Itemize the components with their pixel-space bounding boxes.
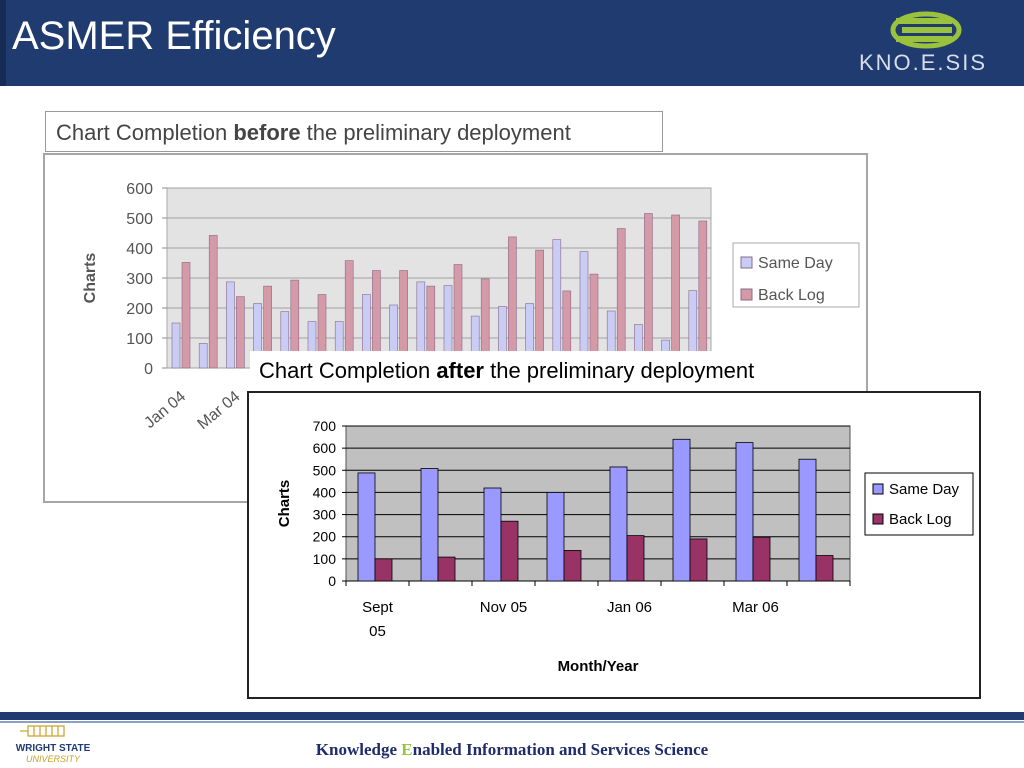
x-tick-label: 05 <box>369 623 386 640</box>
logo-text: KNO.E.SIS <box>859 50 987 75</box>
bar-same-day <box>198 343 208 369</box>
bar-back-log <box>698 220 708 369</box>
legend-label: Same Day <box>758 255 833 272</box>
chart-after-frame: 0 100 200 300 400 500 600 700 Sept 05 Nov 05 Jan 06… <box>247 391 981 699</box>
bar-same-day <box>735 442 754 582</box>
y-tick-label: 200 <box>126 301 153 318</box>
y-tick-label: 300 <box>313 507 337 523</box>
slide-title: ASMER Efficiency <box>12 14 336 58</box>
bar-back-log <box>671 214 680 369</box>
x-tick-label: Mar 04 <box>194 388 243 433</box>
tagline-e: E <box>401 740 413 759</box>
caption-before-bold: before <box>233 120 301 145</box>
y-tick-label: 0 <box>144 361 153 378</box>
y-tick-label: 700 <box>313 418 337 434</box>
bar-same-day <box>420 468 439 582</box>
logo-bar-top <box>896 18 952 24</box>
bar-back-log <box>500 520 519 582</box>
logo-ring <box>890 11 962 49</box>
legend-swatch <box>872 483 884 495</box>
knoesis-logo: KNO.E.SIS <box>859 11 987 75</box>
bar-same-day <box>171 322 181 369</box>
y-tick-label: 100 <box>313 551 337 567</box>
x-tick-label: Jan 04 <box>141 388 189 432</box>
chart-after-caption: Chart Completion after the preliminary d… <box>250 351 862 391</box>
y-axis-label: Charts <box>276 480 293 528</box>
bar-back-log <box>508 236 517 369</box>
x-tick-label: Sept <box>362 599 394 616</box>
ws-line1: WRIGHT STATE <box>16 743 91 754</box>
x-axis-label: Month/Year <box>558 658 639 675</box>
header-accent <box>0 0 6 86</box>
bar-back-log <box>437 556 456 582</box>
y-tick-label: 200 <box>313 529 337 545</box>
legend-label: Back Log <box>889 511 952 528</box>
bar-same-day <box>483 487 502 582</box>
legend-swatch <box>872 513 884 525</box>
y-tick-label: 0 <box>328 573 336 589</box>
legend-label: Back Log <box>758 287 825 304</box>
tagline-rest: nabled Information and Services Science <box>412 740 709 759</box>
bar-back-log <box>181 262 191 369</box>
bar-same-day <box>357 472 376 582</box>
chart-after: 0 100 200 300 400 500 600 700 Sept 05 Nov 05 Jan 06… <box>276 418 974 675</box>
tagline-knowledge: Knowledge <box>315 740 402 759</box>
bar-back-log <box>563 550 582 582</box>
caption-after-pre: Chart Completion <box>259 358 437 383</box>
bar-same-day <box>546 492 565 582</box>
footer-rule <box>0 721 1024 723</box>
bar-same-day <box>672 438 691 582</box>
logo-bar-bottom <box>896 36 952 42</box>
bar-back-log <box>208 235 218 369</box>
y-tick-label: 500 <box>126 211 153 228</box>
bar-back-log <box>236 296 245 369</box>
y-tick-label: 600 <box>126 181 153 198</box>
y-tick-label: 400 <box>126 241 153 258</box>
y-tick-label: 600 <box>313 440 337 456</box>
legend-swatch <box>740 288 753 301</box>
y-tick-label: 100 <box>126 331 153 348</box>
y-tick-label: 400 <box>313 484 337 500</box>
bar-back-log <box>815 555 834 582</box>
legend-label: Same Day <box>889 481 960 498</box>
caption-after-bold: after <box>436 358 484 383</box>
bar-back-log <box>626 535 645 582</box>
bar-back-log <box>752 536 771 582</box>
y-tick-label: 300 <box>126 271 153 288</box>
bar-back-log <box>689 538 708 582</box>
bar-same-day <box>552 239 562 369</box>
bar-same-day <box>609 466 628 582</box>
bar-back-log <box>616 228 626 369</box>
x-tick-label: Nov 05 <box>480 599 528 616</box>
logo-bar-mid <box>902 27 952 33</box>
legend-box <box>732 242 860 308</box>
caption-after-post: the preliminary deployment <box>484 358 755 383</box>
x-tick-label: Jan 06 <box>607 599 652 616</box>
bar-same-day <box>226 281 235 369</box>
ws-line2: UNIVERSITY <box>26 754 81 764</box>
y-axis-label: Charts <box>82 253 99 304</box>
caption-before-pre: Chart Completion <box>56 120 234 145</box>
x-tick-label: Mar 06 <box>732 599 779 616</box>
bar-back-log <box>374 558 393 582</box>
footer-tagline: Knowledge Enabled Information and Servic… <box>0 740 1024 760</box>
bar-same-day <box>798 458 817 582</box>
header-bar: ASMER Efficiency KNO.E.SIS <box>0 0 1024 86</box>
chart-before-caption: Chart Completion before the preliminary … <box>45 111 663 152</box>
legend-swatch <box>740 256 753 269</box>
y-tick-label: 500 <box>313 462 337 478</box>
bar-back-log <box>644 213 653 369</box>
caption-before-post: the preliminary deployment <box>300 120 571 145</box>
wright-flyer-icon <box>20 725 65 737</box>
legend-box <box>864 472 974 536</box>
footer-bar <box>0 712 1024 720</box>
wright-state-logo: WRIGHT STATE UNIVERSITY <box>16 725 91 764</box>
